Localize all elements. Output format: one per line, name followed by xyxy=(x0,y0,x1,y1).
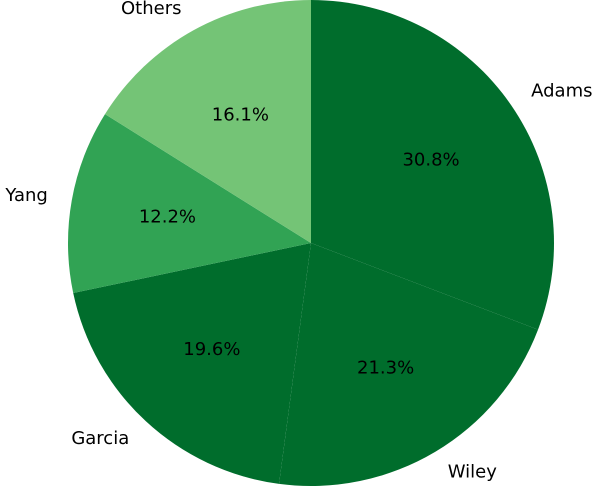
slice-percent-wiley: 21.3% xyxy=(357,357,414,378)
slice-percent-yang: 12.2% xyxy=(139,206,196,227)
slice-label-adams: Adams xyxy=(531,80,592,101)
slice-percent-garcia: 19.6% xyxy=(183,339,240,360)
pie-slice-others xyxy=(105,0,312,243)
pie-slice-adams xyxy=(311,0,554,330)
slice-percent-adams: 30.8% xyxy=(402,149,459,170)
pie-slice-yang xyxy=(67,114,311,294)
slice-label-wiley: Wiley xyxy=(448,462,497,483)
pie-slice-wiley xyxy=(279,243,539,486)
slice-percent-others: 16.1% xyxy=(212,104,269,125)
slice-label-yang: Yang xyxy=(4,185,47,206)
slice-label-others: Others xyxy=(121,0,182,19)
slice-label-garcia: Garcia xyxy=(71,428,129,449)
pie-slice-garcia xyxy=(73,243,312,484)
